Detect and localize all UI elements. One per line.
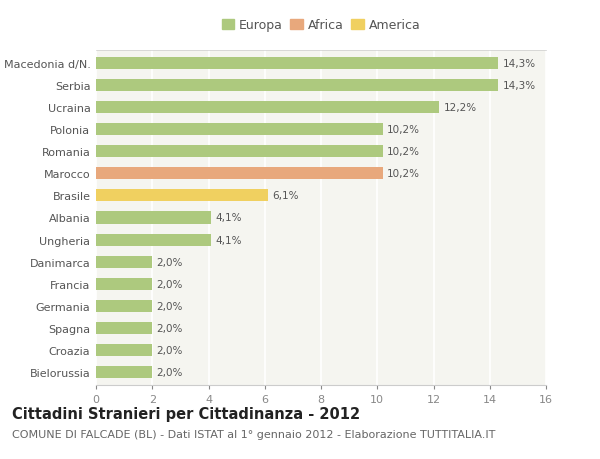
Text: 14,3%: 14,3% xyxy=(502,81,536,91)
Bar xyxy=(96,58,498,70)
Text: 2,0%: 2,0% xyxy=(157,323,183,333)
Text: 2,0%: 2,0% xyxy=(157,257,183,267)
Bar xyxy=(96,212,211,224)
Text: 2,0%: 2,0% xyxy=(157,301,183,311)
Bar xyxy=(96,146,383,158)
Bar xyxy=(96,344,152,356)
Text: 2,0%: 2,0% xyxy=(157,345,183,355)
Text: 14,3%: 14,3% xyxy=(502,59,536,69)
Text: 4,1%: 4,1% xyxy=(215,235,242,245)
Bar xyxy=(96,80,498,92)
Text: 6,1%: 6,1% xyxy=(272,191,298,201)
Bar xyxy=(96,124,383,136)
Bar xyxy=(96,278,152,290)
Bar xyxy=(96,300,152,312)
Text: 12,2%: 12,2% xyxy=(443,103,476,113)
Bar xyxy=(96,102,439,114)
Text: 10,2%: 10,2% xyxy=(387,125,420,135)
Text: 2,0%: 2,0% xyxy=(157,279,183,289)
Text: 2,0%: 2,0% xyxy=(157,367,183,377)
Bar xyxy=(96,190,268,202)
Bar xyxy=(96,366,152,378)
Bar xyxy=(96,168,383,180)
Bar xyxy=(96,322,152,334)
Text: Cittadini Stranieri per Cittadinanza - 2012: Cittadini Stranieri per Cittadinanza - 2… xyxy=(12,406,360,421)
Text: 10,2%: 10,2% xyxy=(387,147,420,157)
Text: 4,1%: 4,1% xyxy=(215,213,242,223)
Bar xyxy=(96,256,152,268)
Text: 10,2%: 10,2% xyxy=(387,169,420,179)
Text: COMUNE DI FALCADE (BL) - Dati ISTAT al 1° gennaio 2012 - Elaborazione TUTTITALIA: COMUNE DI FALCADE (BL) - Dati ISTAT al 1… xyxy=(12,429,496,439)
Bar xyxy=(96,234,211,246)
Legend: Europa, Africa, America: Europa, Africa, America xyxy=(219,17,423,34)
